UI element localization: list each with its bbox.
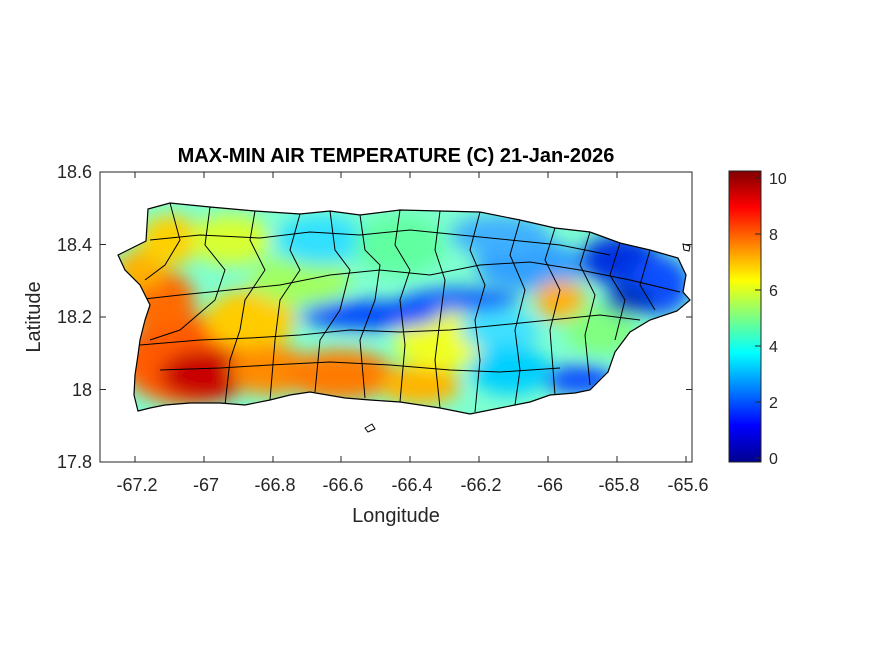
- y-tick-labels: 18.6 18.4 18.2 18 17.8: [57, 162, 92, 472]
- y-axis: [100, 171, 692, 463]
- x-tick-label: -66.4: [391, 475, 432, 495]
- y-tick-label: 18.4: [57, 235, 92, 255]
- colorbar-ticks: [755, 177, 761, 459]
- colorbar-label: 10: [769, 171, 787, 188]
- colorbar-label: 8: [769, 227, 778, 244]
- y-tick-label: 18.2: [57, 307, 92, 327]
- x-tick-label: -66.6: [322, 475, 363, 495]
- x-tick-label: -65.6: [667, 475, 708, 495]
- x-axis-title: Longitude: [352, 505, 440, 527]
- x-axis: [134, 172, 687, 462]
- plot-title: MAX-MIN AIR TEMPERATURE (C) 21-Jan-2026: [178, 145, 615, 167]
- colorbar-label: 2: [769, 395, 778, 412]
- x-tick-label: -65.8: [598, 475, 639, 495]
- x-tick-labels: -67.2 -67 -66.8 -66.6 -66.4 -66.2 -66 -6…: [116, 475, 708, 495]
- colorbar-label: 4: [769, 339, 778, 356]
- colorbar-labels: 10 8 6 4 2 0: [769, 171, 787, 468]
- colorbar-label: 6: [769, 283, 778, 300]
- x-tick-label: -66.2: [460, 475, 501, 495]
- colorbar-label: 0: [769, 451, 778, 468]
- y-tick-label: 18.6: [57, 162, 92, 182]
- y-tick-label: 17.8: [57, 452, 92, 472]
- colorbar: [728, 170, 762, 463]
- x-tick-label: -66: [537, 475, 563, 495]
- municipal-boundaries: [134, 203, 681, 413]
- temperature-field: [118, 203, 690, 414]
- x-tick-label: -67.2: [116, 475, 157, 495]
- y-axis-title: Latitude: [23, 281, 45, 352]
- y-tick-label: 18: [72, 380, 92, 400]
- x-tick-label: -66.8: [254, 475, 295, 495]
- x-tick-label: -67: [193, 475, 219, 495]
- offshore-island: [364, 423, 376, 433]
- offshore-island: [682, 243, 691, 252]
